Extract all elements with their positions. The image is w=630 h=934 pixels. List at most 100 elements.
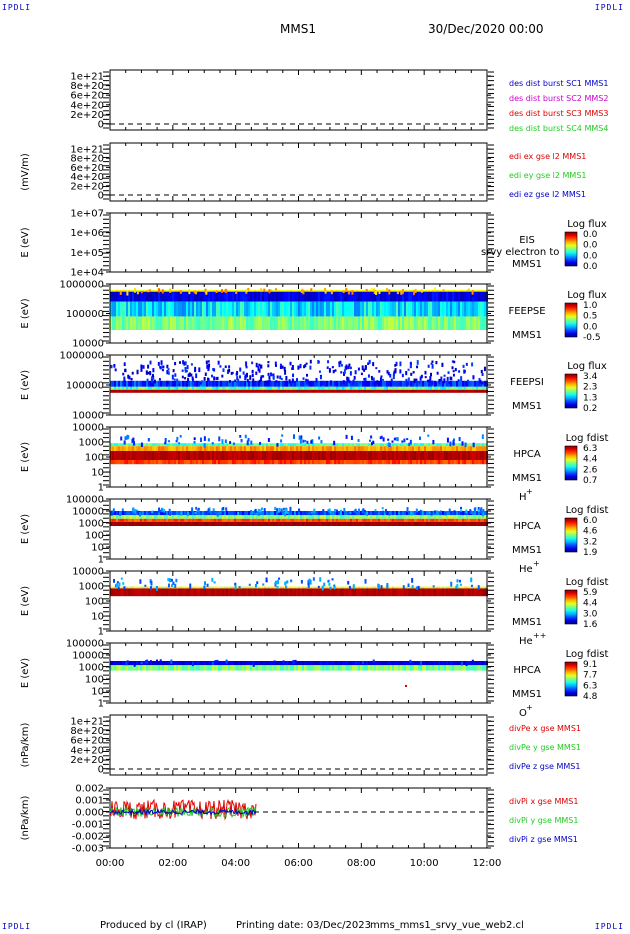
spectrogram-cell — [152, 586, 154, 589]
spectrogram-cell — [372, 586, 374, 589]
spectrogram-cell — [364, 518, 366, 522]
spectrogram-cell — [306, 588, 308, 597]
spectrogram-speck — [211, 577, 214, 582]
spectrogram-cell — [332, 443, 334, 447]
spectrogram-cell — [158, 451, 160, 460]
spectrogram-cell — [396, 460, 398, 465]
spectrogram-speck — [267, 372, 270, 376]
spectrogram-cell — [366, 301, 368, 317]
spectrogram-cell — [328, 661, 330, 666]
spectrogram-cell — [364, 661, 366, 666]
spectrogram-cell — [198, 588, 200, 597]
spectrogram-speck — [431, 380, 434, 385]
spectrogram-cell — [162, 389, 164, 393]
spectrogram-cell — [196, 291, 198, 302]
spectrogram-cell — [444, 446, 446, 451]
spectrogram-cell — [274, 386, 276, 390]
spectrogram-cell — [378, 451, 380, 460]
spectrogram-speck — [167, 368, 170, 371]
spectrogram-cell — [276, 515, 278, 519]
spectrogram-cell — [186, 380, 188, 387]
spectrogram-cell — [290, 316, 292, 331]
spectrogram-cell — [150, 380, 152, 387]
spectrogram-speck — [214, 660, 217, 663]
spectrogram-cell — [434, 289, 436, 292]
spectrogram-cell — [440, 301, 442, 317]
spectrogram-cell — [358, 518, 360, 522]
spectrogram-speck — [416, 365, 419, 369]
spectrogram-cell — [404, 291, 406, 302]
spectrogram-cell — [228, 443, 230, 447]
spectrogram-cell — [200, 289, 202, 292]
spectrogram-cell — [408, 661, 410, 666]
spectrogram-cell — [292, 301, 294, 317]
spectrogram-cell — [172, 291, 174, 302]
spectrogram-cell — [334, 389, 336, 393]
spectrogram-cell — [384, 515, 386, 519]
spectrogram-cell — [484, 515, 486, 519]
spectrogram-cell — [462, 291, 464, 302]
spectrogram-cell — [324, 446, 326, 451]
spectrogram-cell — [398, 665, 400, 671]
spectrogram-cell — [464, 389, 466, 393]
spectrogram-cell — [292, 451, 294, 460]
y-tick-label: 0.002 — [75, 784, 104, 795]
spectrogram-cell — [190, 460, 192, 465]
spectrogram-cell — [128, 389, 130, 393]
spectrogram-cell — [422, 661, 424, 666]
spectrogram-cell — [464, 446, 466, 451]
spectrogram-cell — [406, 386, 408, 390]
spectrogram-cell — [392, 301, 394, 317]
spectrogram-speck — [456, 579, 459, 583]
spectrogram-speck — [452, 373, 455, 377]
spectrogram-cell — [366, 460, 368, 465]
y-tick-label: 6e+20 — [70, 736, 104, 747]
spectrogram-cell — [460, 316, 462, 331]
spectrogram-cell — [184, 291, 186, 302]
spectrogram-cell — [470, 588, 472, 597]
spectrogram-cell — [270, 460, 272, 465]
spectrogram-cell — [200, 443, 202, 447]
spectrogram-cell — [384, 289, 386, 292]
spectrogram-cell — [224, 301, 226, 317]
spectrogram-cell — [286, 665, 288, 671]
spectrogram-cell — [270, 380, 272, 387]
spectrogram-cell — [350, 289, 352, 292]
spectrogram-cell — [176, 665, 178, 671]
spectrogram-cell — [306, 515, 308, 519]
spectrogram-cell — [112, 291, 114, 302]
spectrogram-cell — [410, 665, 412, 671]
spectrogram-cell — [276, 518, 278, 522]
spectrogram-speck — [238, 585, 241, 589]
spectrogram-cell — [192, 665, 194, 671]
spectrogram-cell — [482, 460, 484, 465]
spectrogram-cell — [388, 446, 390, 451]
spectrogram-cell — [146, 386, 148, 390]
spectrogram-cell — [480, 291, 482, 302]
spectrogram-cell — [118, 301, 120, 317]
spectrogram-speck — [409, 362, 412, 368]
spectrogram-cell — [418, 291, 420, 302]
spectrogram-cell — [206, 518, 208, 522]
spectrogram-cell — [232, 301, 234, 317]
spectrogram-cell — [286, 380, 288, 387]
spectrogram-cell — [226, 586, 228, 589]
spectrogram-cell — [384, 665, 386, 671]
spectrogram-cell — [454, 380, 456, 387]
colorbar-tick-label: 9.1 — [583, 660, 597, 670]
spectrogram-speck — [262, 375, 265, 378]
spectrogram-cell — [242, 389, 244, 393]
spectrogram-cell — [114, 446, 116, 451]
spectrogram-cell — [278, 515, 280, 519]
spectrogram-cell — [394, 291, 396, 302]
spectrogram-cell — [284, 588, 286, 597]
spectrogram-cell — [192, 389, 194, 393]
spectrogram-cell — [202, 511, 204, 516]
spectrogram-cell — [424, 586, 426, 589]
spectrogram-speck — [207, 438, 210, 442]
spectrogram-speck — [265, 380, 268, 383]
spectrogram-cell — [210, 511, 212, 516]
spectrogram-cell — [368, 521, 370, 526]
spectrogram-cell — [286, 451, 288, 460]
spectrogram-cell — [144, 389, 146, 393]
